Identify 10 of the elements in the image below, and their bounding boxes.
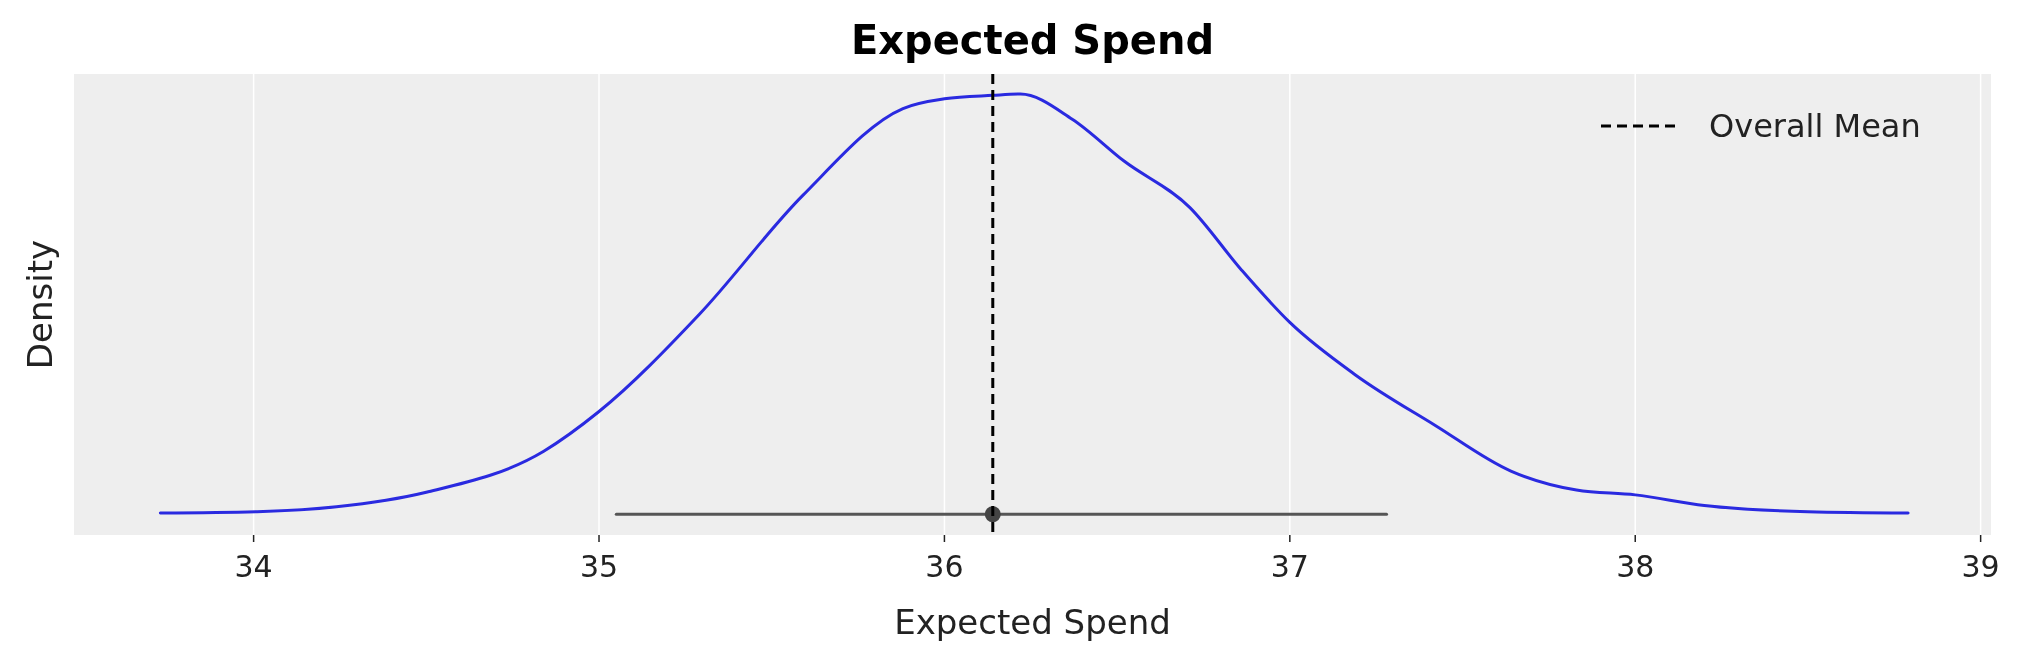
x-axis-title: Expected Spend — [894, 602, 1171, 642]
x-tick-label: 38 — [1616, 549, 1655, 584]
x-tick-label: 34 — [234, 549, 273, 584]
x-tick-label: 37 — [1270, 549, 1309, 584]
chart-title: Expected Spend — [850, 17, 1215, 63]
x-tick-label: 39 — [1961, 549, 2000, 584]
y-axis-title: Density — [20, 239, 60, 370]
x-tick-label: 35 — [579, 549, 619, 584]
ref-line-label: Overall Mean — [1709, 107, 1921, 145]
x-tick-label: 36 — [925, 549, 964, 584]
